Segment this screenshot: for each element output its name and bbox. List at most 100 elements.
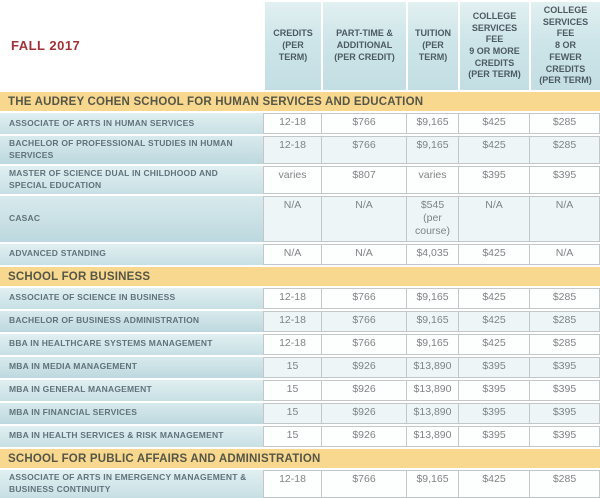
page-title: FALL 2017 — [11, 38, 81, 53]
fee-value-cell: N/A — [458, 195, 529, 242]
section-header-row: SCHOOL FOR PUBLIC AFFAIRS AND ADMINISTRA… — [0, 448, 600, 468]
table-row: MBA IN FINANCIAL SERVICES 15 $926 $13,890 $3… — [0, 402, 600, 424]
column-header-fee-8-or-fewer: COLLEGE SERVICES FEE 8 OR FEWER CREDITS … — [529, 2, 600, 90]
table-row: BACHELOR OF PROFESSIONAL STUDIES IN HUMA… — [0, 136, 600, 164]
fee-value-cell: $766 — [321, 136, 406, 164]
program-name-cell: ASSOCIATE OF SCIENCE IN BUSINESS — [0, 287, 263, 309]
fee-value-cell: $9,165 — [406, 469, 458, 498]
fee-value-cell: $13,890 — [406, 425, 458, 447]
fee-value-cell: 15 — [263, 379, 321, 401]
table-header-row: FALL 2017 CREDITS (PER TERM) PART-TIME &… — [0, 2, 600, 90]
fee-value-cell: N/A — [263, 195, 321, 242]
fee-value-cell: $766 — [321, 113, 406, 134]
table-row: MBA IN MEDIA MANAGEMENT 15 $926 $13,890 $395… — [0, 356, 600, 378]
fee-value-cell: $425 — [458, 113, 529, 134]
fee-value-cell: $766 — [321, 333, 406, 355]
section-header: THE AUDREY COHEN SCHOOL FOR HUMAN SERVIC… — [0, 92, 600, 111]
fee-value-cell: $766 — [321, 310, 406, 332]
fee-value-cell: $395 — [458, 356, 529, 378]
fee-value-cell: 12-18 — [263, 333, 321, 355]
column-header-part-time: PART-TIME & ADDITIONAL (PER CREDIT) — [321, 2, 406, 90]
fee-value-cell: N/A — [529, 243, 600, 265]
fee-value-cell: N/A — [529, 195, 600, 242]
fee-value-cell: $285 — [529, 287, 600, 309]
fee-value-cell: $395 — [458, 165, 529, 194]
program-name-cell: CASAC — [0, 195, 263, 242]
fee-value-cell: $926 — [321, 402, 406, 424]
fee-value-cell: N/A — [321, 243, 406, 265]
fee-value-cell: $285 — [529, 310, 600, 332]
program-name-cell: MBA IN HEALTH SERVICES & RISK MANAGEMENT — [0, 425, 263, 447]
fee-value-cell: $395 — [529, 402, 600, 424]
column-header-fee-9-or-more: COLLEGE SERVICES FEE 9 OR MORE CREDITS (… — [458, 2, 529, 90]
section-header-row: THE AUDREY COHEN SCHOOL FOR HUMAN SERVIC… — [0, 92, 600, 111]
fee-value-cell: 12-18 — [263, 287, 321, 309]
fee-value-cell: 12-18 — [263, 310, 321, 332]
table-row: BBA IN HEALTHCARE SYSTEMS MANAGEMENT 12-1… — [0, 333, 600, 355]
fee-value-cell: 15 — [263, 402, 321, 424]
table-row: ASSOCIATE OF ARTS IN EMERGENCY MANAGEMEN… — [0, 469, 600, 498]
table-row: MBA IN GENERAL MANAGEMENT 15 $926 $13,890 $3… — [0, 379, 600, 401]
fee-value-cell: $395 — [529, 379, 600, 401]
fee-value-cell: $395 — [458, 402, 529, 424]
fee-value-cell: $9,165 — [406, 310, 458, 332]
fee-value-cell: 12-18 — [263, 113, 321, 134]
fee-value-cell: $926 — [321, 379, 406, 401]
table-row: MASTER OF SCIENCE DUAL IN CHILDHOOD AND … — [0, 165, 600, 194]
fee-value-cell: $285 — [529, 333, 600, 355]
fee-value-cell: 12-18 — [263, 469, 321, 498]
fee-value-cell: $4,035 — [406, 243, 458, 265]
program-name-cell: MBA IN GENERAL MANAGEMENT — [0, 379, 263, 401]
section-header: SCHOOL FOR PUBLIC AFFAIRS AND ADMINISTRA… — [0, 448, 600, 468]
term-title-cell: FALL 2017 — [0, 2, 263, 90]
fee-value-cell: $395 — [458, 379, 529, 401]
fee-value-cell: $425 — [458, 136, 529, 164]
table-row: CASAC N/A N/A $545 (per course) N/A N/A — [0, 195, 600, 242]
fee-value-cell: $425 — [458, 333, 529, 355]
fee-value-cell: $285 — [529, 113, 600, 134]
fee-value-cell: 15 — [263, 425, 321, 447]
fee-value-cell: N/A — [263, 243, 321, 265]
fee-value-cell: $9,165 — [406, 113, 458, 134]
fee-value-cell: $766 — [321, 287, 406, 309]
fee-value-cell: $807 — [321, 165, 406, 194]
program-name-cell: MASTER OF SCIENCE DUAL IN CHILDHOOD AND … — [0, 165, 263, 194]
section-header-row: SCHOOL FOR BUSINESS — [0, 266, 600, 286]
table-row: ASSOCIATE OF ARTS IN HUMAN SERVICES 12-18… — [0, 113, 600, 134]
program-name-cell: ADVANCED STANDING — [0, 243, 263, 265]
program-name-cell: BBA IN HEALTHCARE SYSTEMS MANAGEMENT — [0, 333, 263, 355]
fee-value-cell: $395 — [529, 165, 600, 194]
fee-value-cell: $545 (per course) — [406, 195, 458, 242]
fee-value-cell: varies — [406, 165, 458, 194]
fee-value-cell: $425 — [458, 287, 529, 309]
fee-value-cell: $926 — [321, 425, 406, 447]
program-name-cell: ASSOCIATE OF ARTS IN HUMAN SERVICES — [0, 113, 263, 134]
fee-value-cell: $9,165 — [406, 287, 458, 309]
fee-value-cell: $285 — [529, 469, 600, 498]
fee-value-cell: $395 — [529, 356, 600, 378]
fee-value-cell: varies — [263, 165, 321, 194]
program-name-cell: MBA IN MEDIA MANAGEMENT — [0, 356, 263, 378]
fee-value-cell: $425 — [458, 310, 529, 332]
fee-value-cell: $395 — [529, 425, 600, 447]
fee-value-cell: $9,165 — [406, 136, 458, 164]
fee-value-cell: $425 — [458, 469, 529, 498]
column-header-credits: CREDITS (PER TERM) — [263, 2, 321, 90]
fee-value-cell: 15 — [263, 356, 321, 378]
fee-value-cell: $13,890 — [406, 356, 458, 378]
fee-value-cell: $285 — [529, 136, 600, 164]
fee-value-cell: $9,165 — [406, 333, 458, 355]
table-row: ADVANCED STANDING N/A N/A $4,035 $425 N/A — [0, 243, 600, 265]
fee-value-cell: $926 — [321, 356, 406, 378]
table-row: BACHELOR OF BUSINESS ADMINISTRATION 12-18… — [0, 310, 600, 332]
program-name-cell: BACHELOR OF PROFESSIONAL STUDIES IN HUMA… — [0, 136, 263, 164]
program-name-cell: ASSOCIATE OF ARTS IN EMERGENCY MANAGEMEN… — [0, 469, 263, 498]
table-row: ASSOCIATE OF SCIENCE IN BUSINESS 12-18 $76… — [0, 287, 600, 309]
fee-value-cell: $395 — [458, 425, 529, 447]
fee-value-cell: N/A — [321, 195, 406, 242]
fee-value-cell: $13,890 — [406, 402, 458, 424]
section-header: SCHOOL FOR BUSINESS — [0, 266, 600, 286]
fee-value-cell: $13,890 — [406, 379, 458, 401]
fee-value-cell: $425 — [458, 243, 529, 265]
